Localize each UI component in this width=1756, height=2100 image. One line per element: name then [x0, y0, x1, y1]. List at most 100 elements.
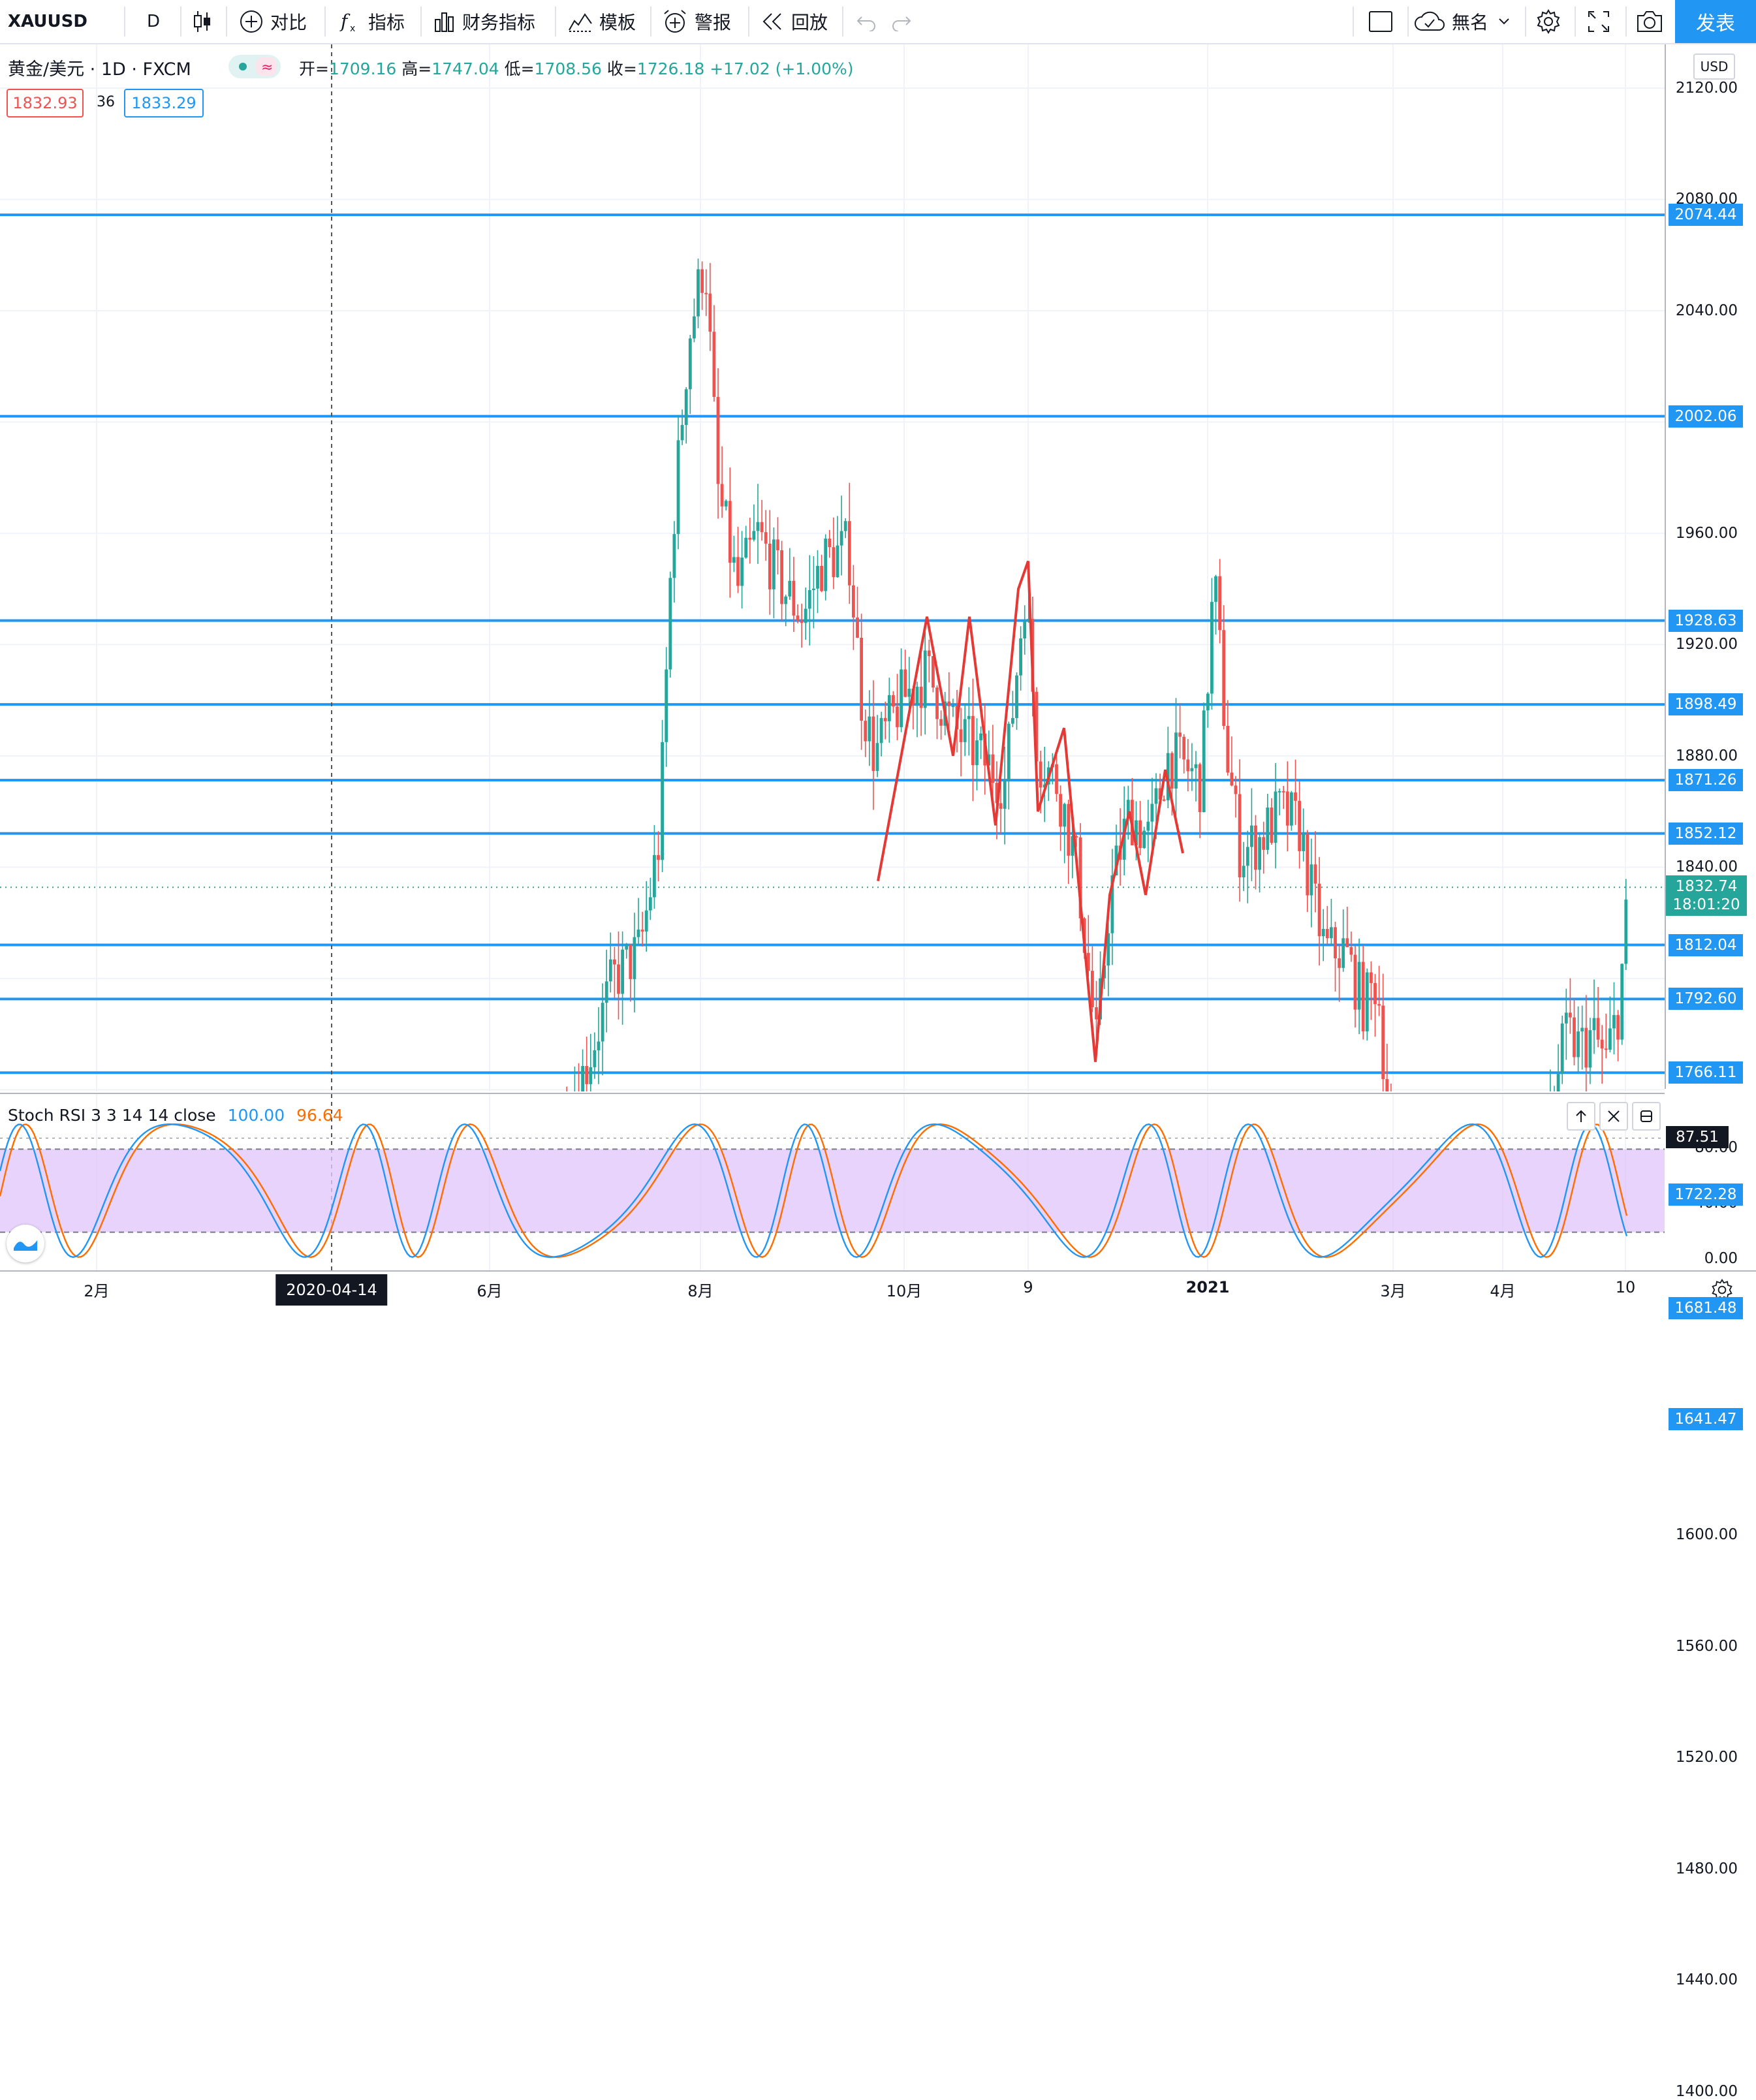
visibility-toggle[interactable]: ≈ [228, 55, 281, 78]
candle-body [1353, 954, 1357, 1010]
candle-body [585, 1066, 589, 1084]
stoch-rsi-pane[interactable] [0, 1093, 1665, 1272]
candle-body [1078, 837, 1082, 918]
stoch-rsi-legend: Stoch RSI 3 3 14 14 close 100.00 96.64 [8, 1106, 343, 1125]
alert-button[interactable]: 警报 [662, 0, 731, 43]
compare-button[interactable]: 对比 [239, 0, 307, 43]
candle-body [1035, 691, 1039, 762]
candle-body [804, 608, 807, 623]
maximize-pane-button[interactable] [1632, 1102, 1661, 1131]
candle-body [1370, 972, 1373, 983]
sell-button[interactable]: 1832.93 [7, 89, 84, 118]
candle-body [900, 669, 903, 727]
price-axis[interactable]: 2120.00 2080.00 2040.00 1960.00 1920.00 1880.… [1665, 44, 1756, 2100]
candle-body [1055, 764, 1058, 794]
candle-body [995, 783, 999, 804]
candle-body [1154, 788, 1158, 804]
candle-body [772, 539, 776, 589]
candle-body [1074, 836, 1078, 838]
tradingview-logo-button[interactable] [7, 1225, 44, 1262]
cloud-save-icon [1415, 11, 1445, 31]
candle-body [892, 695, 895, 707]
candle-body [1278, 791, 1281, 792]
candle-body [915, 687, 919, 705]
candle-body [1334, 927, 1337, 959]
price-tick-label: 2120.00 [1675, 80, 1738, 97]
candle-body [1600, 1039, 1604, 1049]
candle-body [1262, 837, 1266, 850]
toolbar-divider [1625, 7, 1627, 37]
fullscreen-button[interactable] [1586, 0, 1611, 43]
candle-body [1071, 836, 1074, 856]
candle-body [780, 550, 783, 604]
candle-body [896, 706, 899, 727]
candle-body [640, 930, 644, 932]
candle-body [668, 578, 672, 670]
candle-body [1584, 1027, 1588, 1068]
stoch-rsi-chart[interactable] [0, 1094, 1665, 1272]
price-tick-label: 1520.00 [1675, 1749, 1738, 1766]
time-tick-label: 9 [1023, 1278, 1033, 1296]
stoch-k-value: 100.00 [227, 1106, 285, 1125]
symbol-search[interactable]: XAUUSD [8, 0, 87, 43]
maximize-icon [1640, 1110, 1652, 1122]
current-price: 1832.74 [1675, 878, 1738, 896]
layout-select-button[interactable] [1368, 0, 1393, 43]
candle-body [1345, 938, 1349, 947]
publish-button[interactable]: 发表 [1675, 0, 1756, 43]
close-pane-button[interactable] [1599, 1102, 1628, 1131]
candle-body [1059, 794, 1062, 827]
candle-body [1011, 717, 1014, 724]
candle-body [907, 689, 911, 697]
candle-body [1576, 1031, 1580, 1058]
snapshot-button[interactable] [1636, 0, 1663, 43]
level-price-label: 1871.26 [1669, 769, 1743, 792]
candle-body [1266, 807, 1270, 850]
candle-body [836, 545, 839, 578]
candle-body [1373, 982, 1377, 1005]
move-pane-up-button[interactable] [1567, 1102, 1595, 1131]
candle-body [1138, 820, 1142, 849]
candle-body [832, 547, 836, 578]
candle-body [604, 981, 608, 1003]
candle-body [1616, 1014, 1620, 1040]
candle-body [875, 743, 879, 772]
candle-body [601, 1003, 604, 1042]
replay-button[interactable]: 回放 [761, 0, 828, 43]
time-tick-label: 6月 [477, 1282, 503, 1300]
candle-body [764, 532, 768, 544]
candle-body [1210, 602, 1214, 694]
candle-body [975, 740, 979, 766]
templates-button[interactable]: 模板 [568, 0, 636, 43]
interval-button[interactable]: D [147, 0, 160, 43]
financials-button[interactable]: 财务指标 [433, 0, 535, 43]
save-layout-button[interactable]: 無名 [1414, 0, 1511, 43]
candle-body [1222, 630, 1226, 727]
candle-body [636, 930, 640, 937]
candle-body [820, 565, 823, 591]
candle-body [1226, 726, 1230, 773]
candle-body [871, 716, 875, 772]
time-axis[interactable]: 2020-04-14 2月 6月 8月 10月 9 2021 3月 4月 10 [0, 1270, 1756, 1312]
candle-body [1281, 791, 1285, 792]
candlestick-chart[interactable] [0, 44, 1665, 2092]
currency-label[interactable]: USD [1693, 54, 1735, 80]
candle-body [1341, 938, 1345, 968]
candle-body [744, 537, 748, 558]
undo-button[interactable] [855, 0, 877, 43]
candle-body [1385, 1079, 1389, 1110]
candle-body [712, 332, 716, 398]
candle-body [1214, 576, 1217, 603]
level-price-label: 1852.12 [1669, 822, 1743, 845]
candle-body [828, 539, 832, 548]
candle-body [676, 440, 680, 535]
level-price-label: 2002.06 [1669, 405, 1743, 428]
candle-body [608, 959, 612, 982]
chart-type-button[interactable] [193, 0, 212, 43]
price-tick-label: 1600.00 [1675, 1526, 1738, 1544]
buy-button[interactable]: 1833.29 [124, 89, 204, 118]
settings-button[interactable] [1535, 0, 1561, 43]
price-pane[interactable] [0, 44, 1665, 2092]
redo-button[interactable] [890, 0, 913, 43]
